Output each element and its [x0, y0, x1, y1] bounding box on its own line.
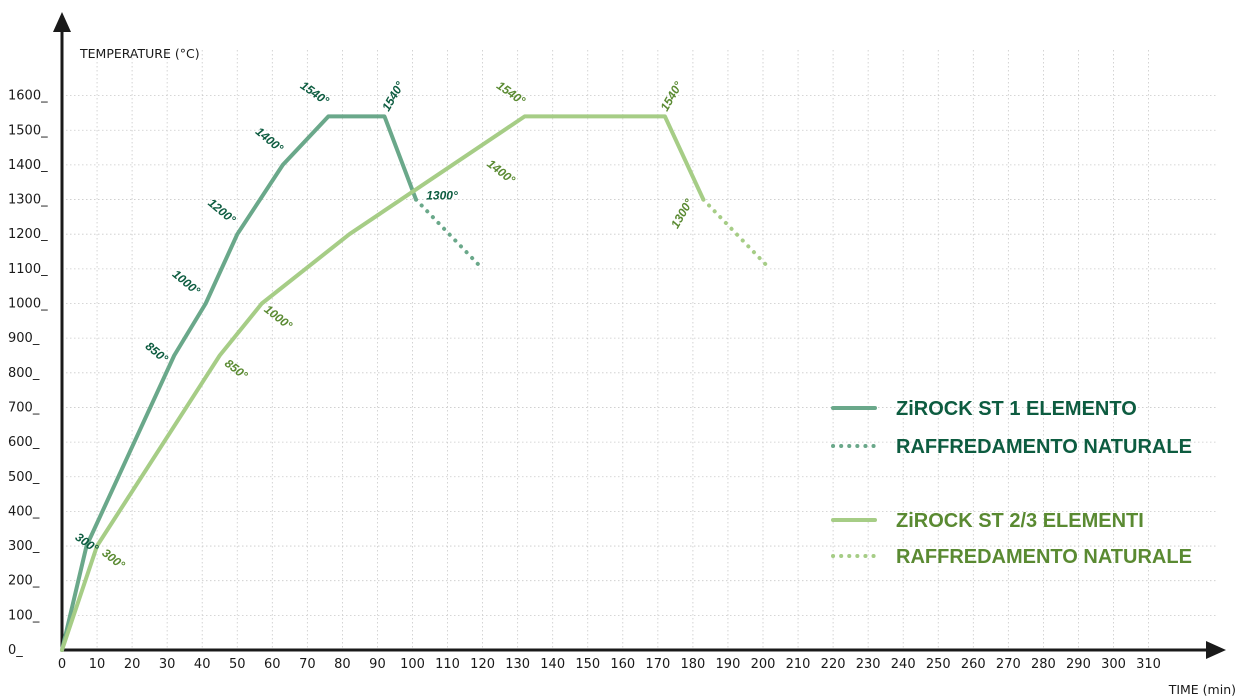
legend-label: RAFFREDAMENTO NATURALE	[896, 436, 1192, 458]
y-tick-label: 0_	[8, 643, 23, 658]
x-tick-label: 300	[1101, 657, 1126, 672]
y-tick-label: 500_	[8, 470, 40, 485]
x-tick-label: 70	[299, 657, 316, 672]
series	[60, 114, 772, 652]
point-label: 1540°	[494, 78, 528, 108]
x-tick-label: 290	[1066, 657, 1091, 672]
x-tick-label: 130	[505, 657, 530, 672]
x-tick-label: 120	[470, 657, 495, 672]
point-label: 850°	[143, 339, 171, 366]
x-tick-label: 10	[89, 657, 106, 672]
x-tick-label: 230	[856, 657, 881, 672]
point-label: 1540°	[657, 79, 685, 113]
x-tick-label: 100	[400, 657, 425, 672]
point-label: 1000°	[170, 267, 203, 298]
x-tick-label: 140	[540, 657, 565, 672]
x-tick-label: 110	[435, 657, 460, 672]
x-tick-label: 180	[680, 657, 705, 672]
y-tick-label: 800_	[8, 366, 40, 381]
series-line-2	[414, 197, 485, 271]
x-tick-label: 160	[610, 657, 635, 672]
y-tick-label: 1400_	[8, 158, 48, 173]
legend-label: ZiROCK ST 2/3 ELEMENTI	[896, 510, 1144, 532]
y-tick-label: 100_	[8, 608, 40, 623]
x-tick-label: 20	[124, 657, 141, 672]
x-tick-label: 170	[645, 657, 670, 672]
point-label: 1400°	[484, 157, 518, 188]
x-tick-label: 270	[996, 657, 1021, 672]
point-label: 1540°	[298, 78, 332, 108]
x-tick-label: 240	[891, 657, 916, 672]
point-label: 1300°	[426, 189, 458, 203]
point-label: 1400°	[253, 124, 286, 155]
point-labels: 300°850°1000°1200°1400°1540° 1540°1300°30…	[73, 78, 696, 572]
y-tick-label: 900_	[8, 331, 40, 346]
point-label: 850°	[222, 356, 250, 382]
legend-label: ZiROCK ST 1 ELEMENTO	[896, 398, 1137, 420]
point-label: 1540°	[379, 79, 407, 113]
x-tick-label: 280	[1031, 657, 1056, 672]
y-tick-label: 1300_	[8, 193, 48, 208]
y-tick-label: 1200_	[8, 227, 48, 242]
x-tick-label: 60	[264, 657, 281, 672]
point-label: 300°	[99, 546, 127, 572]
x-tick-label: 150	[575, 657, 600, 672]
y-tick-label: 600_	[8, 435, 40, 450]
x-tick-label: 260	[961, 657, 986, 672]
point-label: 1000°	[262, 302, 296, 333]
legend-label: RAFFREDAMENTO NATURALE	[896, 546, 1192, 568]
y-tick-label: 700_	[8, 400, 40, 415]
x-tick-label: 50	[229, 657, 246, 672]
grid	[62, 50, 1216, 650]
y-tick-label: 300_	[8, 539, 40, 554]
x-tick-label: 310	[1136, 657, 1161, 672]
series-line-4	[701, 197, 772, 271]
x-tick-label: 220	[821, 657, 846, 672]
y-tick-label: 1500_	[8, 123, 48, 138]
x-tick-label: 250	[926, 657, 951, 672]
x-tick-label: 0	[58, 657, 66, 672]
x-tick-label: 200	[751, 657, 776, 672]
x-axis-arrow-icon	[1206, 641, 1226, 659]
y-tick-label: 1100_	[8, 262, 48, 277]
x-tick-label: 40	[194, 657, 211, 672]
y-axis-title: TEMPERATURE (°C)	[79, 46, 200, 61]
series-line-1	[60, 114, 418, 652]
x-tick-label: 210	[786, 657, 811, 672]
y-tick-label: 200_	[8, 574, 40, 589]
x-tick-label: 90	[369, 657, 386, 672]
y-tick-label: 400_	[8, 504, 40, 519]
axes: 0 10 20 30 40 50 60 70 80 90 100 110 120 130 140 150 160…	[8, 12, 1226, 672]
point-label: 1300°	[668, 196, 696, 230]
x-tick-label: 190	[716, 657, 741, 672]
point-label: 1200°	[205, 196, 238, 227]
y-axis-arrow-icon	[53, 12, 71, 32]
y-tick-label: 1000_	[8, 297, 48, 312]
x-tick-label: 30	[159, 657, 176, 672]
legend: ZiROCK ST 1 ELEMENTO RAFFREDAMENTO NATURA…	[831, 398, 1192, 568]
series-line-3	[60, 114, 706, 652]
y-tick-label: 1600_	[8, 89, 48, 104]
x-axis-title: TIME (min)	[1168, 682, 1236, 697]
x-tick-label: 80	[334, 657, 351, 672]
